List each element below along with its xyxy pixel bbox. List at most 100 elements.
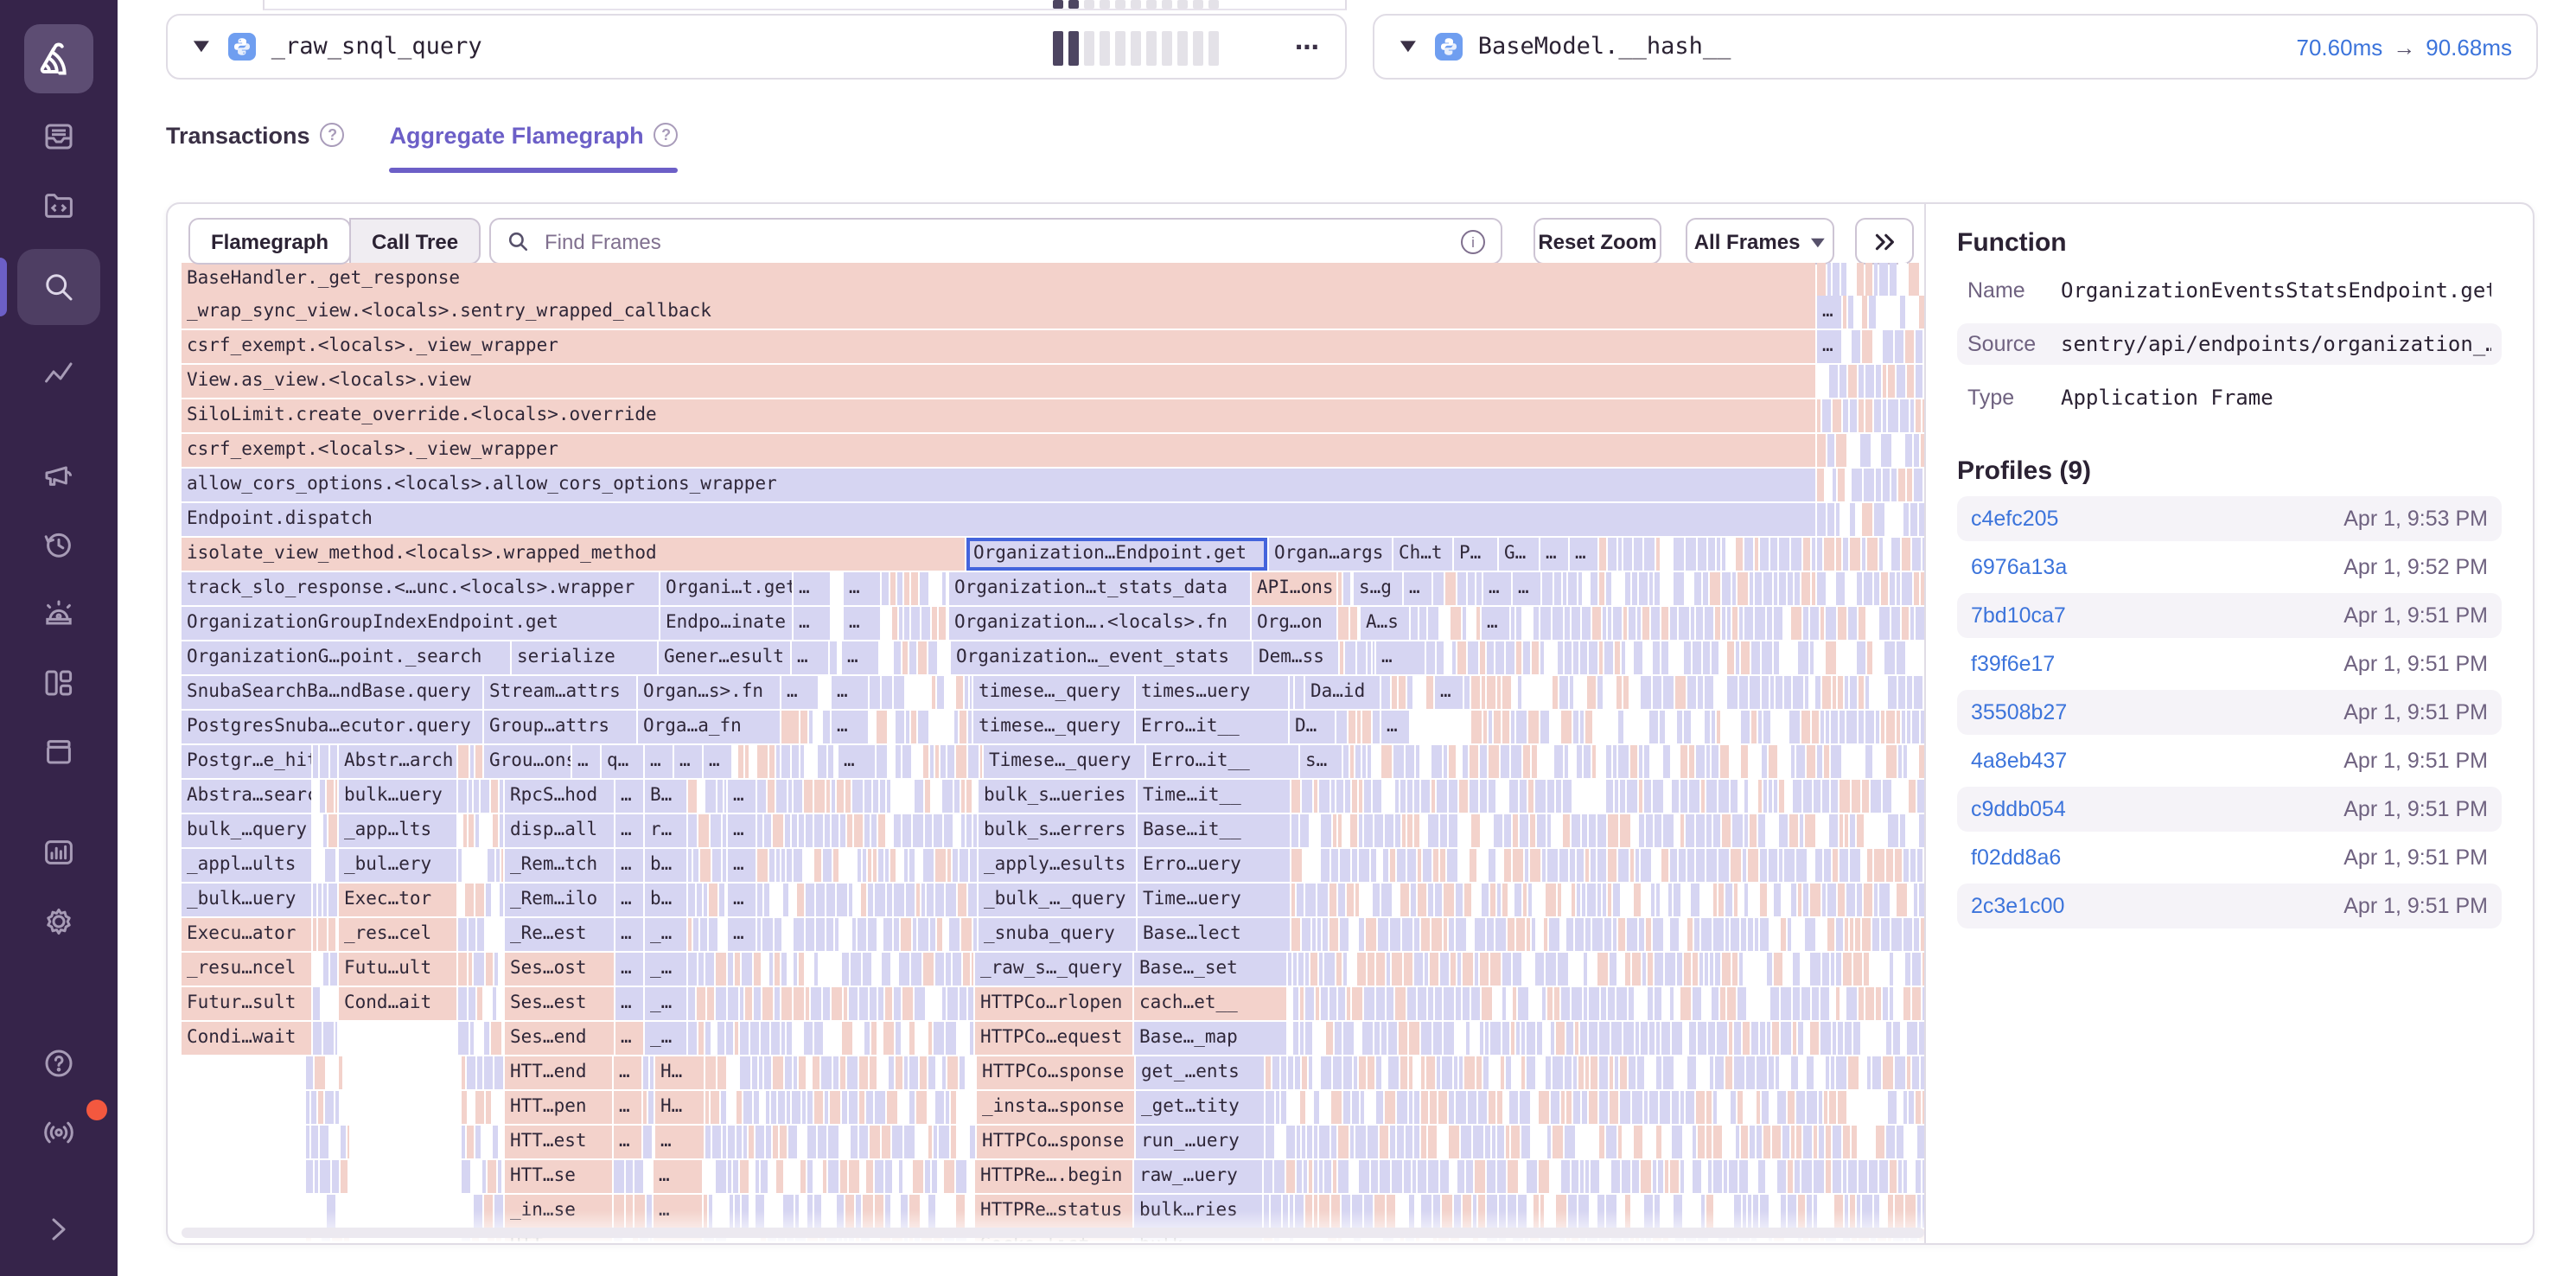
flamegraph-frame[interactable]: HTTPCo…rlopen — [975, 987, 1132, 1020]
flamegraph-minified-frames[interactable] — [705, 1091, 975, 1124]
flamegraph-minified-frames[interactable] — [1290, 676, 1304, 709]
flamegraph-frame[interactable]: _bul…ery — [339, 849, 456, 882]
flamegraph-minified-frames[interactable] — [1288, 987, 1924, 1020]
flamegraph-minified-frames[interactable] — [882, 607, 947, 640]
flamegraph-frame[interactable]: … — [1817, 330, 1841, 363]
flamegraph-frame[interactable]: Ses…ost — [505, 953, 614, 986]
flamegraph-frame[interactable]: A…s — [1361, 607, 1409, 640]
flamegraph-frame[interactable]: _… — [645, 987, 686, 1020]
flamegraph-frame[interactable]: … — [1817, 296, 1841, 329]
flamegraph-minified-frames[interactable] — [1381, 676, 1433, 709]
flamegraph-frame[interactable]: Exec…tor — [339, 884, 456, 916]
flamegraph-frame[interactable]: Base…lect — [1138, 918, 1290, 951]
flamegraph-minified-frames[interactable] — [1336, 711, 1380, 743]
flamegraph-minified-frames[interactable] — [458, 745, 482, 778]
flamegraph-minified-frames[interactable] — [1411, 711, 1924, 743]
flamegraph-frame[interactable]: … — [1482, 607, 1509, 640]
flamegraph-frame[interactable]: D… — [1290, 711, 1335, 743]
flamegraph-minified-frames[interactable] — [458, 849, 503, 882]
flamegraph-frame[interactable]: PostgresSnuba…ecutor.query — [182, 711, 482, 743]
flamegraph-frame[interactable]: disp…all — [505, 814, 614, 847]
flamegraph-frame[interactable]: _insta…sponse — [977, 1091, 1134, 1124]
sidebar-item-releases[interactable] — [21, 726, 97, 778]
flamegraph-frame[interactable]: … — [615, 953, 643, 986]
flamegraph-minified-frames[interactable] — [688, 780, 726, 813]
flamegraph-minified-frames[interactable] — [1599, 538, 1924, 571]
flamegraph-frame[interactable]: Organ…args — [1269, 538, 1392, 571]
flamegraph-minified-frames[interactable] — [1343, 745, 1924, 778]
flamegraph-frame[interactable]: … — [794, 607, 830, 640]
frames-filter-dropdown[interactable]: All Frames ▼ — [1686, 218, 1834, 265]
flamegraph-minified-frames[interactable] — [462, 1160, 503, 1193]
flamegraph-minified-frames[interactable] — [757, 849, 977, 882]
flamegraph-frame[interactable]: r… — [645, 814, 686, 847]
flamegraph-frame[interactable]: timese…_query — [973, 676, 1134, 709]
flamegraph-frame[interactable]: … — [645, 745, 673, 778]
flamegraph-frame[interactable]: Time…it__ — [1138, 780, 1290, 813]
profile-id-link[interactable]: 2c3e1c00 — [1971, 894, 2065, 918]
sidebar-item-explore[interactable] — [17, 249, 100, 325]
flamegraph-minified-frames[interactable] — [1266, 1091, 1924, 1124]
profile-id-link[interactable]: 35508b27 — [1971, 700, 2068, 724]
sidebar-item-projects[interactable] — [21, 180, 97, 232]
flamegraph-frame[interactable]: Abstr…arch — [339, 745, 456, 778]
flamegraph-frame[interactable]: bulk_…query — [182, 814, 311, 847]
flamegraph-minified-frames[interactable] — [1291, 849, 1924, 882]
flamegraph-frame[interactable]: get_…ents — [1136, 1056, 1264, 1089]
flamegraph-minified-frames[interactable] — [1542, 572, 1924, 605]
flamegraph-minified-frames[interactable] — [1340, 641, 1374, 674]
flamegraph-minified-frames[interactable] — [1288, 953, 1924, 986]
sidebar-item-broadcast[interactable] — [21, 1100, 107, 1158]
flamegraph-frame[interactable]: … — [1381, 711, 1409, 743]
card-menu-button[interactable]: ⋯ — [1295, 32, 1321, 60]
flamegraph-frame[interactable]: q… — [602, 745, 643, 778]
flamegraph-frame[interactable]: Futu…ult — [339, 953, 456, 986]
aggregate-flamegraph[interactable]: BaseHandler._get_response _wrap_sync_view… — [182, 263, 1924, 1241]
flamegraph-minified-frames[interactable] — [313, 780, 337, 813]
flamegraph-minified-frames[interactable] — [643, 1091, 654, 1124]
flamegraph-frame[interactable]: … — [704, 745, 731, 778]
flamegraph-frame[interactable]: Ses…end — [505, 1022, 614, 1055]
flamegraph-frame[interactable]: H… — [655, 1056, 704, 1089]
flamegraph-minified-frames[interactable] — [688, 884, 726, 916]
flamegraph-frame[interactable]: HTTPCo…sponse — [977, 1126, 1134, 1158]
flamegraph-frame[interactable]: Orga…a_fn — [638, 711, 780, 743]
flamegraph-frame[interactable]: … — [655, 1126, 704, 1158]
flamegraph-view-button[interactable]: Flamegraph — [188, 218, 352, 265]
flamegraph-minified-frames[interactable] — [1817, 469, 1924, 501]
sidebar-item-settings[interactable] — [21, 896, 97, 947]
flamegraph-frame[interactable]: csrf_exempt.<locals>._view_wrapper — [182, 330, 1815, 363]
flamegraph-frame[interactable]: _get…tity — [1136, 1091, 1264, 1124]
flamegraph-minified-frames[interactable] — [462, 1091, 503, 1124]
flamegraph-frame[interactable]: … — [1435, 676, 1463, 709]
flamegraph-minified-frames[interactable] — [870, 676, 972, 709]
flamegraph-frame[interactable]: … — [615, 849, 643, 882]
flamegraph-frame[interactable]: … — [1513, 572, 1540, 605]
flamegraph-frame[interactable]: Da…id — [1305, 676, 1380, 709]
flamegraph-minified-frames[interactable] — [705, 1056, 975, 1089]
flamegraph-frame[interactable]: _apply…esults — [979, 849, 1136, 882]
flamegraph-frame[interactable]: Erro…it__ — [1146, 745, 1298, 778]
flamegraph-minified-frames[interactable] — [733, 745, 837, 778]
flamegraph-minified-frames[interactable] — [458, 953, 503, 986]
flamegraph-frame[interactable]: _Rem…ilo — [505, 884, 614, 916]
flamegraph-frame[interactable]: _Rem…tch — [505, 849, 614, 882]
flamegraph-frame[interactable]: b… — [645, 849, 686, 882]
flamegraph-minified-frames[interactable] — [1426, 641, 1924, 674]
profile-id-link[interactable]: f02dd8a6 — [1971, 845, 2062, 870]
flamegraph-frame-selected[interactable]: Organization…Endpoint.get — [966, 538, 1267, 571]
flamegraph-frame[interactable]: … — [615, 918, 643, 951]
flamegraph-frame[interactable]: … — [1570, 538, 1597, 571]
flamegraph-frame[interactable]: Stream…attrs — [484, 676, 636, 709]
flamegraph-frame[interactable] — [781, 711, 799, 743]
flamegraph-frame[interactable]: … — [615, 814, 643, 847]
flamegraph-frame[interactable]: … — [614, 1056, 641, 1089]
flamegraph-minified-frames[interactable] — [1817, 399, 1924, 432]
flamegraph-frame[interactable]: API…ons — [1252, 572, 1336, 605]
flamegraph-minified-frames[interactable] — [757, 884, 977, 916]
flamegraph-minified-frames[interactable] — [1291, 814, 1924, 847]
flamegraph-frame[interactable]: run_…uery — [1136, 1126, 1264, 1158]
flamegraph-frame[interactable]: _raw_s…_query — [975, 953, 1132, 986]
flamegraph-minified-frames[interactable] — [1464, 676, 1924, 709]
flamegraph-minified-frames[interactable] — [688, 918, 726, 951]
